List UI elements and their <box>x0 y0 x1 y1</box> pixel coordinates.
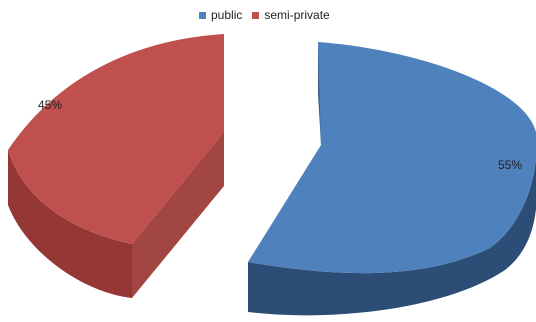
slice-semi-private-top <box>8 34 224 244</box>
slice-public-side <box>248 158 536 316</box>
slice-semi-private[interactable] <box>8 34 224 298</box>
data-label-public: 55% <box>498 158 523 172</box>
slice-semi-private-side <box>8 150 132 298</box>
legend-item-public[interactable]: public <box>199 8 242 22</box>
legend-label-public: public <box>211 8 243 22</box>
legend-swatch-public <box>199 11 206 19</box>
slice-public[interactable] <box>248 42 536 316</box>
legend-swatch-semi-private <box>252 11 260 19</box>
slice-semi-private-inner <box>132 132 224 298</box>
data-label-semi-private: 45% <box>38 98 63 112</box>
legend-item-semi-private[interactable]: semi-private <box>252 8 330 22</box>
legend-label-semi-private: semi-private <box>264 8 330 22</box>
slice-public-top <box>248 42 536 274</box>
legend: public semi-private <box>199 8 340 22</box>
